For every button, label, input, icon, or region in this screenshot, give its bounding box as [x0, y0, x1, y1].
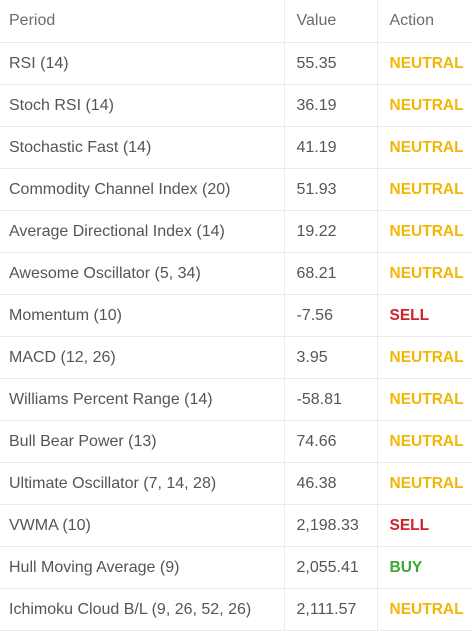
indicator-value-cell: 2,111.57: [283, 588, 377, 631]
indicator-value-cell: 41.19: [283, 126, 377, 169]
table-row: Williams Percent Range (14) -58.81 NEUTRAL: [0, 378, 473, 421]
indicator-value-cell: -7.56: [283, 294, 377, 337]
indicator-action-neutral: NEUTRAL: [376, 378, 473, 421]
indicator-period-cell: VWMA (10): [0, 504, 284, 547]
indicator-action-neutral: NEUTRAL: [376, 42, 473, 85]
header-row: Period Value Action: [0, 0, 473, 43]
indicator-value-cell: 3.95: [283, 336, 377, 379]
table-header: Period Value Action: [0, 0, 473, 43]
table-row: Hull Moving Average (9) 2,055.41 BUY: [0, 546, 473, 589]
table-row: Bull Bear Power (13) 74.66 NEUTRAL: [0, 420, 473, 463]
indicator-period-cell: Stochastic Fast (14): [0, 126, 284, 169]
indicator-value-cell: 2,055.41: [283, 546, 377, 589]
table-row: Momentum (10) -7.56 SELL: [0, 294, 473, 337]
indicator-value-cell: 51.93: [283, 168, 377, 211]
indicator-period-cell: RSI (14): [0, 42, 284, 85]
indicator-action-neutral: NEUTRAL: [376, 336, 473, 379]
indicator-period-cell: Awesome Oscillator (5, 34): [0, 252, 284, 295]
indicator-action-sell: SELL: [376, 504, 473, 547]
indicator-period-cell: Average Directional Index (14): [0, 210, 284, 253]
indicator-period-cell: MACD (12, 26): [0, 336, 284, 379]
table-row: RSI (14) 55.35 NEUTRAL: [0, 42, 473, 85]
table-row: Ultimate Oscillator (7, 14, 28) 46.38 NEUT…: [0, 462, 473, 505]
column-header-value: Value: [283, 0, 377, 43]
indicator-value-cell: 46.38: [283, 462, 377, 505]
column-header-period: Period: [0, 0, 284, 43]
indicator-action-neutral: NEUTRAL: [376, 588, 473, 631]
indicator-action-neutral: NEUTRAL: [376, 462, 473, 505]
table-row: Awesome Oscillator (5, 34) 68.21 NEUTRAL: [0, 252, 473, 295]
table-row: Ichimoku Cloud B/L (9, 26, 52, 26) 2,111.…: [0, 588, 473, 631]
indicator-period-cell: Stoch RSI (14): [0, 84, 284, 127]
table-row: Stochastic Fast (14) 41.19 NEUTRAL: [0, 126, 473, 169]
indicator-action-sell: SELL: [376, 294, 473, 337]
indicator-period-cell: Ultimate Oscillator (7, 14, 28): [0, 462, 284, 505]
indicator-action-buy: BUY: [376, 546, 473, 589]
indicator-action-neutral: NEUTRAL: [376, 168, 473, 211]
table-row: MACD (12, 26) 3.95 NEUTRAL: [0, 336, 473, 379]
table-body: RSI (14) 55.35 NEUTRAL Stoch RSI (14) 36.19 N…: [0, 42, 473, 631]
indicator-value-cell: 55.35: [283, 42, 377, 85]
table-row: Average Directional Index (14) 19.22 NEUTR…: [0, 210, 473, 253]
indicator-action-neutral: NEUTRAL: [376, 420, 473, 463]
table-row: Stoch RSI (14) 36.19 NEUTRAL: [0, 84, 473, 127]
indicator-action-neutral: NEUTRAL: [376, 84, 473, 127]
table-row: VWMA (10) 2,198.33 SELL: [0, 504, 473, 547]
indicator-action-neutral: NEUTRAL: [376, 126, 473, 169]
indicator-action-neutral: NEUTRAL: [376, 210, 473, 253]
indicator-value-cell: 74.66: [283, 420, 377, 463]
indicator-period-cell: Commodity Channel Index (20): [0, 168, 284, 211]
indicator-value-cell: 2,198.33: [283, 504, 377, 547]
indicator-value-cell: -58.81: [283, 378, 377, 421]
indicator-period-cell: Hull Moving Average (9): [0, 546, 284, 589]
indicator-period-cell: Momentum (10): [0, 294, 284, 337]
column-header-action: Action: [376, 0, 473, 43]
indicator-period-cell: Bull Bear Power (13): [0, 420, 284, 463]
indicator-value-cell: 68.21: [283, 252, 377, 295]
indicator-value-cell: 19.22: [283, 210, 377, 253]
indicator-action-neutral: NEUTRAL: [376, 252, 473, 295]
indicator-period-cell: Williams Percent Range (14): [0, 378, 284, 421]
indicator-value-cell: 36.19: [283, 84, 377, 127]
table-row: Commodity Channel Index (20) 51.93 NEUTRAL: [0, 168, 473, 211]
indicator-period-cell: Ichimoku Cloud B/L (9, 26, 52, 26): [0, 588, 284, 631]
